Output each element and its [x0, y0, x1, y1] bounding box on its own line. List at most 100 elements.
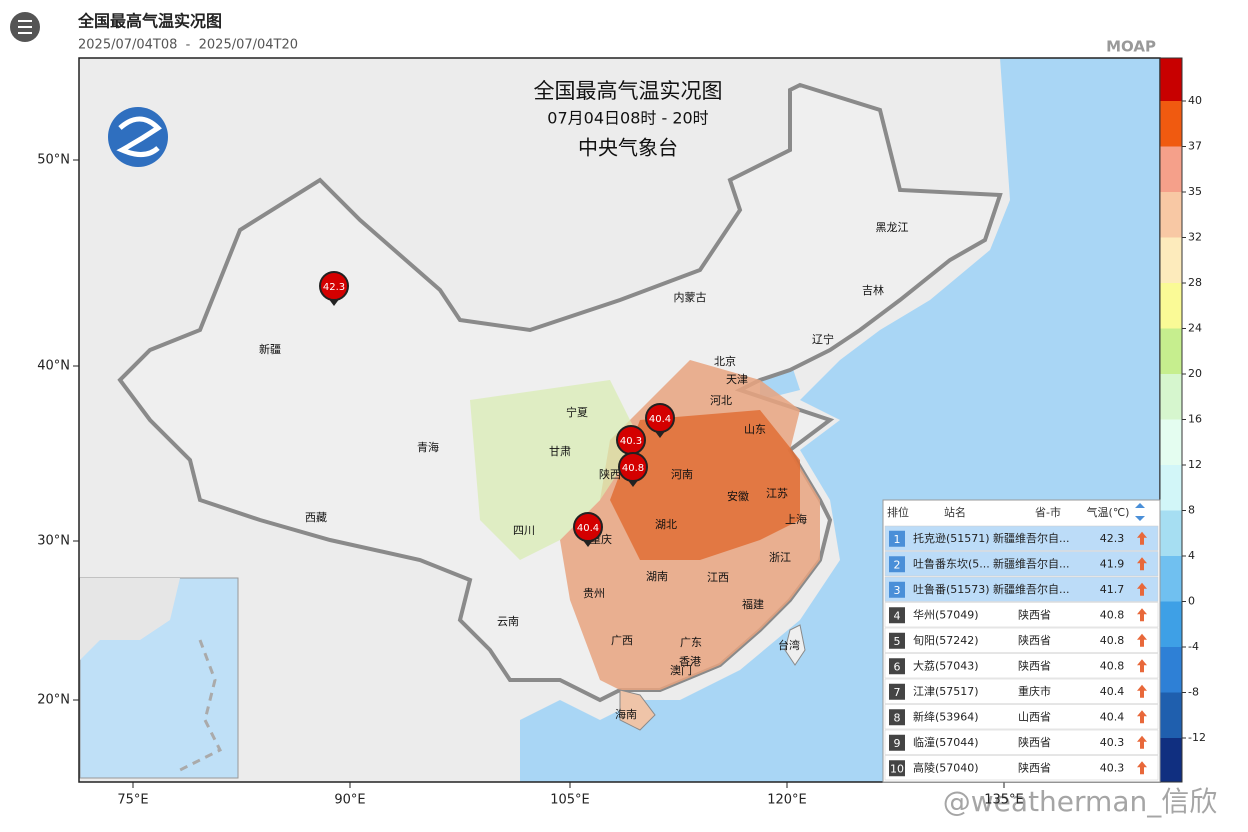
- region-label: 台湾: [778, 638, 800, 652]
- region-label: 海南: [615, 707, 637, 721]
- temperature: 42.3: [1100, 532, 1125, 545]
- trend-arrow: [1137, 659, 1147, 673]
- table-row: [884, 551, 1159, 577]
- rank-badge: [889, 734, 905, 751]
- rank: 4: [894, 609, 901, 622]
- table-row: [884, 678, 1159, 704]
- region-label: 香港: [679, 655, 701, 668]
- station: 旬阳(57242): [913, 634, 979, 647]
- region-label: 浙江: [769, 551, 791, 564]
- legend-label: 35: [1188, 185, 1202, 198]
- station: 托克逊(51571): [913, 531, 990, 545]
- rank: 5: [894, 635, 901, 648]
- legend-label: 8: [1188, 504, 1195, 517]
- rank-badge: [889, 709, 905, 726]
- legend-swatch: [1160, 419, 1182, 465]
- region-label: 天津: [726, 373, 748, 386]
- brand: MOAP: [1106, 38, 1156, 56]
- inset-boundary: [179, 639, 223, 772]
- legend-label: -8: [1188, 686, 1199, 699]
- table-row: [884, 576, 1159, 602]
- sort-icon: [1135, 503, 1145, 521]
- region-label: 河北: [710, 394, 732, 407]
- map-subtitle: 07月04日08时 - 20时: [547, 109, 708, 128]
- legend-label: 0: [1188, 595, 1195, 608]
- rank-badge: [889, 530, 905, 547]
- region-label: 辽宁: [812, 332, 834, 346]
- province: 陕西省: [1018, 760, 1051, 774]
- table-row: [884, 525, 1159, 551]
- province: 重庆市: [1018, 684, 1051, 698]
- hainan: [619, 689, 656, 731]
- region-label: 贵州: [583, 587, 605, 600]
- legend-label: -4: [1188, 640, 1199, 653]
- temperature: 40.4: [1100, 710, 1125, 723]
- region-label: 西藏: [305, 511, 327, 524]
- table-header: 气温(℃): [1087, 505, 1130, 519]
- trend-arrow: [1137, 735, 1147, 749]
- lon-label: 120°E: [767, 793, 807, 808]
- region-label: 内蒙古: [674, 290, 707, 304]
- region-label: 福建: [742, 597, 764, 611]
- temperature: 40.8: [1100, 659, 1125, 672]
- temperature: 40.8: [1100, 634, 1125, 647]
- province: 新疆维吾尔自...: [993, 582, 1070, 596]
- hottest-area: [610, 410, 800, 560]
- station: 吐鲁番(51573): [913, 582, 990, 596]
- lon-label: 75°E: [117, 793, 148, 808]
- province: 山西省: [1018, 710, 1051, 723]
- logo: [108, 107, 168, 167]
- region-label: 江苏: [766, 487, 788, 500]
- station: 江津(57517): [913, 685, 979, 698]
- legend-label: 20: [1188, 367, 1202, 380]
- marker-label: 40.4: [649, 414, 671, 425]
- region-label: 安徽: [727, 489, 749, 503]
- lon-label: 90°E: [334, 793, 365, 808]
- legend-swatch: [1160, 738, 1182, 782]
- region-label: 吉林: [862, 283, 884, 297]
- marker-label: 40.8: [622, 463, 644, 474]
- trend-arrow: [1137, 710, 1147, 724]
- trend-arrow: [1137, 582, 1147, 596]
- region-label: 广东: [680, 636, 702, 649]
- legend-swatch: [1160, 647, 1182, 693]
- legend-label: 37: [1188, 140, 1202, 153]
- temperature: 40.3: [1100, 736, 1125, 749]
- station: 吐鲁番东坎(5...: [913, 556, 990, 570]
- page-title: 全国最高气温实况图: [77, 12, 222, 31]
- legend-swatch: [1160, 283, 1182, 329]
- rank: 8: [894, 711, 901, 724]
- legend-swatch: [1160, 374, 1182, 420]
- province: 陕西省: [1018, 607, 1051, 621]
- lat-label: 50°N: [37, 153, 70, 168]
- region-label: 四川: [513, 524, 535, 537]
- rank-badge: [889, 760, 905, 777]
- legend-swatch: [1160, 146, 1182, 192]
- region-label: 宁夏: [566, 405, 588, 419]
- rank: 6: [894, 660, 901, 673]
- lon-label: 135°E: [984, 793, 1024, 808]
- rank: 2: [894, 558, 901, 571]
- logo-mark: [116, 116, 162, 157]
- legend-swatch: [1160, 192, 1182, 238]
- marker-label: 42.3: [323, 282, 345, 293]
- rank-badge: [889, 556, 905, 573]
- legend-swatch: [1160, 58, 1182, 101]
- lat-label: 40°N: [37, 359, 70, 374]
- legend-label: -12: [1188, 731, 1206, 744]
- region-label: 澳门: [670, 663, 692, 677]
- legend-label: 16: [1188, 413, 1202, 426]
- watermark: @weatherman_信欣: [943, 785, 1217, 818]
- marker-label: 40.3: [620, 436, 642, 447]
- table-row: [884, 627, 1159, 653]
- region-label: 云南: [497, 615, 519, 628]
- region-label: 江西: [707, 571, 729, 584]
- province: 陕西省: [1018, 658, 1051, 672]
- rank: 1: [894, 533, 901, 546]
- rank-badge: [889, 607, 905, 624]
- rank-badge: [889, 581, 905, 598]
- legend-label: 40: [1188, 94, 1202, 107]
- region-label: 新疆: [259, 342, 281, 356]
